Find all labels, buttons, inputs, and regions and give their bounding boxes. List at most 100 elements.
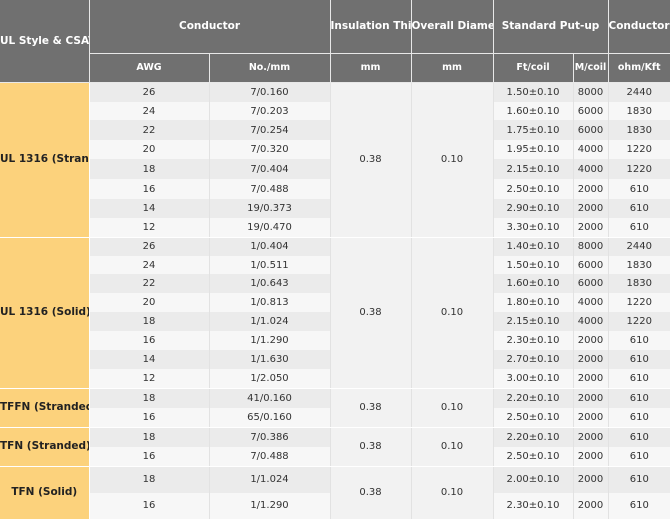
awg-cell: 16 bbox=[89, 447, 210, 467]
ft-coil-cell: 2.50±0.10 bbox=[493, 408, 574, 428]
table-row: 18 7/0.404 2.15±0.10 4000 1220 bbox=[0, 159, 670, 179]
table-row: UL 1316 (Stranded)267/0.1600.380.101.50±… bbox=[0, 82, 670, 238]
ohm-cell: 610 bbox=[608, 447, 670, 467]
strand-cell: 65/0.160 bbox=[209, 408, 331, 428]
insulation-cell: 0.38 bbox=[330, 427, 412, 467]
header-ft-coil: Ft/coil bbox=[493, 53, 574, 83]
awg-cell: 18 bbox=[89, 466, 210, 493]
awg-cell: 16 bbox=[89, 493, 210, 520]
strand-cell: 7/0.160 bbox=[209, 82, 331, 102]
ft-coil-cell: 1.60±0.10 bbox=[493, 102, 574, 120]
table-row: TFN (Solid) 18 1/1.024 0.38 0.10 2.00±0.10 200… bbox=[0, 466, 670, 520]
awg-cell: 26 bbox=[89, 82, 210, 102]
table-row: 14 1/1.630 2.70±0.10 2000 610 bbox=[0, 350, 670, 369]
m-coil-cell: 6000 bbox=[573, 274, 609, 293]
ft-coil-cell: 1.95±0.10 bbox=[493, 140, 574, 159]
header-putup: Standard Put-up bbox=[493, 0, 609, 54]
style-cell: TFFN (Stranded) bbox=[0, 388, 90, 428]
ohm-cell: 1220 bbox=[608, 140, 670, 159]
table-row: TFFN (Stranded) 18 41/0.160 0.38 0.10 2.20±0.… bbox=[0, 388, 670, 428]
strand-cell: 7/0.488 bbox=[209, 179, 331, 199]
header-resistance: Conductor Resistance at 20°C bbox=[608, 0, 670, 54]
table-row: 16 65/0.160 2.50±0.10 2000 610 bbox=[0, 408, 670, 428]
table-row: 20 7/0.320 1.95±0.10 4000 1220 bbox=[0, 140, 670, 159]
diameter-cell: 0.10 bbox=[411, 466, 494, 520]
strand-cell: 1/1.024 bbox=[209, 312, 331, 331]
strand-cell: 1/1.290 bbox=[209, 331, 331, 350]
awg-cell: 22 bbox=[89, 120, 210, 140]
header-diameter: Overall Diameter bbox=[411, 0, 494, 54]
ft-coil-cell: 2.70±0.10 bbox=[493, 350, 574, 369]
insulation-cell: 0.38 bbox=[330, 388, 412, 428]
strand-cell: 7/0.203 bbox=[209, 102, 331, 120]
ft-coil-cell: 2.50±0.10 bbox=[493, 447, 574, 467]
awg-cell: 12 bbox=[89, 369, 210, 389]
ohm-cell: 610 bbox=[608, 350, 670, 369]
header-awg: AWG bbox=[89, 53, 210, 83]
table-row: 20 1/0.813 1.80±0.10 4000 1220 bbox=[0, 293, 670, 312]
ft-coil-cell: 2.90±0.10 bbox=[493, 199, 574, 218]
strand-cell: 1/1.024 bbox=[209, 466, 331, 493]
m-coil-cell: 4000 bbox=[573, 293, 609, 312]
awg-cell: 18 bbox=[89, 388, 210, 408]
table-body: UL 1316 (Stranded)267/0.1600.380.101.50±… bbox=[0, 82, 670, 520]
ft-coil-cell: 2.30±0.10 bbox=[493, 493, 574, 520]
ohm-cell: 1830 bbox=[608, 274, 670, 293]
m-coil-cell: 6000 bbox=[573, 102, 609, 120]
ft-coil-cell: 3.30±0.10 bbox=[493, 218, 574, 238]
strand-cell: 7/0.320 bbox=[209, 140, 331, 159]
awg-cell: 16 bbox=[89, 331, 210, 350]
ft-coil-cell: 3.00±0.10 bbox=[493, 369, 574, 389]
m-coil-cell: 2000 bbox=[573, 179, 609, 199]
table-row: 16 1/1.290 2.30±0.10 2000 610 bbox=[0, 493, 670, 520]
m-coil-cell: 4000 bbox=[573, 159, 609, 179]
strand-cell: 1/0.643 bbox=[209, 274, 331, 293]
header-no-mm: No./mm bbox=[209, 53, 331, 83]
insulation-cell: 0.38 bbox=[330, 237, 412, 389]
ohm-cell: 1220 bbox=[608, 312, 670, 331]
strand-cell: 1/2.050 bbox=[209, 369, 331, 389]
style-cell: UL 1316 (Stranded) bbox=[0, 82, 90, 238]
ohm-cell: 610 bbox=[608, 493, 670, 520]
awg-cell: 12 bbox=[89, 218, 210, 238]
awg-cell: 18 bbox=[89, 159, 210, 179]
m-coil-cell: 6000 bbox=[573, 120, 609, 140]
m-coil-cell: 2000 bbox=[573, 466, 609, 493]
strand-cell: 7/0.254 bbox=[209, 120, 331, 140]
table-row: 16 1/1.290 2.30±0.10 2000 610 bbox=[0, 331, 670, 350]
header-insulation-unit: mm bbox=[330, 53, 412, 83]
ohm-cell: 1220 bbox=[608, 159, 670, 179]
m-coil-cell: 2000 bbox=[573, 427, 609, 447]
ft-coil-cell: 2.30±0.10 bbox=[493, 331, 574, 350]
m-coil-cell: 2000 bbox=[573, 350, 609, 369]
ft-coil-cell: 2.20±0.10 bbox=[493, 427, 574, 447]
table-row: UL 1316 (Solid) 26 1/0.404 0.38 0.10 1.40±0.1… bbox=[0, 237, 670, 389]
diameter-cell: 0.10 bbox=[411, 237, 494, 389]
ft-coil-cell: 2.20±0.10 bbox=[493, 388, 574, 408]
ft-coil-cell: 1.50±0.10 bbox=[493, 82, 574, 102]
ohm-cell: 610 bbox=[608, 369, 670, 389]
table-row: 16 7/0.488 2.50±0.10 2000 610 bbox=[0, 447, 670, 467]
ohm-cell: 1830 bbox=[608, 102, 670, 120]
style-cell: TFN (Stranded) bbox=[0, 427, 90, 467]
ohm-cell: 2440 bbox=[608, 237, 670, 256]
table-row: 24 1/0.511 1.50±0.10 6000 1830 bbox=[0, 256, 670, 274]
strand-cell: 1/1.290 bbox=[209, 493, 331, 520]
m-coil-cell: 2000 bbox=[573, 218, 609, 238]
insulation-cell: 0.38 bbox=[330, 466, 412, 520]
m-coil-cell: 2000 bbox=[573, 199, 609, 218]
ft-coil-cell: 1.50±0.10 bbox=[493, 256, 574, 274]
insulation-cell: 0.38 bbox=[330, 82, 412, 238]
strand-cell: 1/1.630 bbox=[209, 350, 331, 369]
m-coil-cell: 4000 bbox=[573, 140, 609, 159]
ohm-cell: 610 bbox=[608, 331, 670, 350]
awg-cell: 16 bbox=[89, 408, 210, 428]
table-row: 12 1/2.050 3.00±0.10 2000 610 bbox=[0, 369, 670, 389]
table-row: 16 7/0.488 2.50±0.10 2000 610 bbox=[0, 179, 670, 199]
ohm-cell: 610 bbox=[608, 388, 670, 408]
header-diameter-unit: mm bbox=[411, 53, 494, 83]
awg-cell: 26 bbox=[89, 237, 210, 256]
ohm-cell: 1220 bbox=[608, 293, 670, 312]
m-coil-cell: 2000 bbox=[573, 408, 609, 428]
